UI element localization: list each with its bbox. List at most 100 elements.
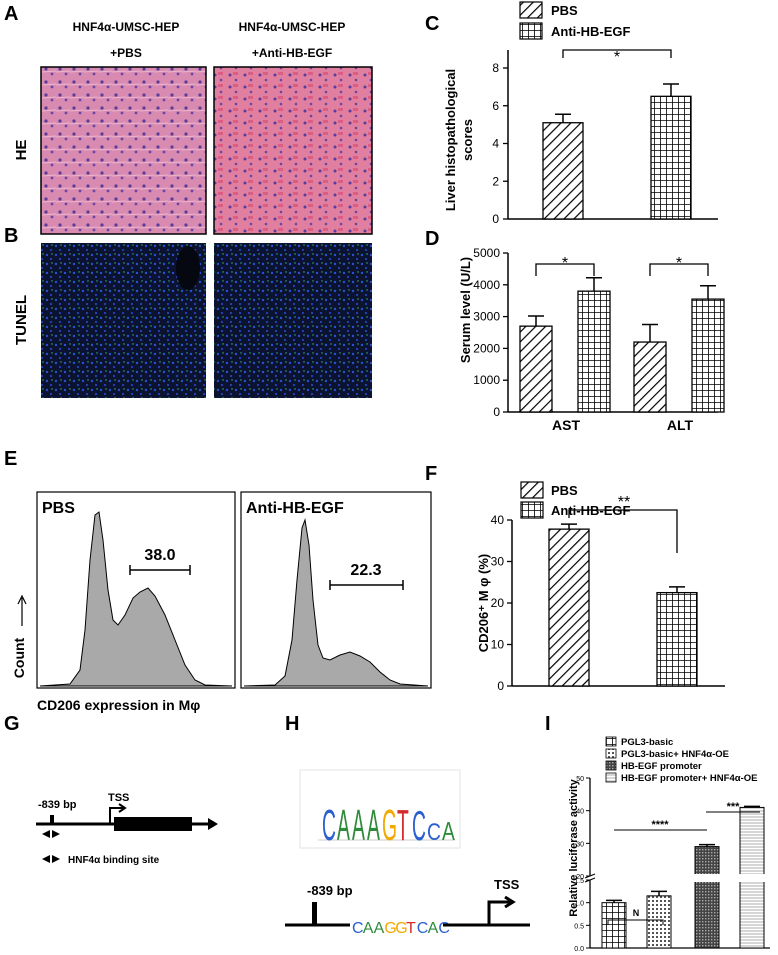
h-motif-letter: T xyxy=(397,801,409,850)
d-error-bar xyxy=(586,277,602,292)
c-ytick-label: 4 xyxy=(492,137,499,151)
f-sig-bracket xyxy=(568,509,678,553)
e-label-pbs: PBS xyxy=(42,500,75,517)
g-primer-arrows xyxy=(42,830,60,838)
i-ytick-label: 0.0 xyxy=(574,946,584,953)
i-bar xyxy=(646,895,672,949)
e-gate-anti xyxy=(329,580,404,590)
d-bar xyxy=(577,290,611,413)
f-legend-swatch-anti xyxy=(520,501,544,519)
f-legend-swatch-pbs xyxy=(520,481,544,499)
col1-title-line2: +PBS xyxy=(110,46,142,60)
c-ytick-label: 2 xyxy=(492,174,499,188)
i-ytick-label: 20 xyxy=(576,874,584,881)
i-sig-ns: N xyxy=(633,908,640,918)
e-label-anti: Anti-HB-EGF xyxy=(246,500,344,517)
c-error-bar xyxy=(555,113,571,123)
i-bar-break-gap xyxy=(739,874,765,882)
f-bar xyxy=(656,591,698,687)
e-gate-pbs xyxy=(129,565,191,575)
f-ytick-label: 10 xyxy=(491,638,505,652)
g-legend-text: HNF4α binding site xyxy=(68,855,160,866)
g-binding-box xyxy=(50,815,54,825)
h-tss-arrow xyxy=(487,895,516,925)
i-sig-bracket-ns xyxy=(607,919,664,925)
d-ylabel: Serum level (U/L) xyxy=(458,257,473,363)
panel-letter-b: B xyxy=(4,225,18,247)
h-binding-box xyxy=(312,902,317,925)
g-tss-label: TSS xyxy=(108,792,129,804)
col1-title-line1: HNF4α-UMSC-HEP xyxy=(73,20,180,34)
col2-title-line2: +Anti-HB-EGF xyxy=(252,46,332,60)
d-sig-star-alt: * xyxy=(676,255,682,272)
h-motif-letter: A xyxy=(442,816,455,846)
c-sig-star: * xyxy=(614,49,620,66)
d-xtick-alt: ALT xyxy=(667,417,694,433)
d-bar xyxy=(633,341,667,413)
d-ytick-label: 0 xyxy=(493,405,500,419)
row-label-tunel: TUNEL xyxy=(13,295,30,345)
tunel-dark-region xyxy=(176,246,200,290)
h-seq-letter: T xyxy=(406,920,416,937)
f-error-bar xyxy=(561,523,577,530)
d-xtick-ast: AST xyxy=(552,417,580,433)
legend-label-anti: Anti-HB-EGF xyxy=(551,24,630,39)
d-ytick-label: 5000 xyxy=(473,246,500,260)
c-ylabel-line1: Liver histopathological xyxy=(443,69,458,211)
f-error-bar xyxy=(669,586,685,593)
panel-letter-d: D xyxy=(425,228,439,250)
i-ytick-label: 40 xyxy=(576,809,584,816)
e-plot-frame-anti xyxy=(240,491,432,689)
i-ytick-label: 1.5 xyxy=(574,878,584,885)
d-error-bar xyxy=(642,323,658,343)
g-tss-arrow xyxy=(109,803,127,824)
d-ytick-label: 3000 xyxy=(473,310,500,324)
i-legend-label: HB-EGF promoter xyxy=(621,761,702,772)
i-legend-label: PGL3-basic xyxy=(621,737,673,748)
panel-letter-c: C xyxy=(425,13,439,35)
panel-a: HNF4α-UMSC-HEP +PBS HNF4α-UMSC-HEP +Anti… xyxy=(13,20,373,235)
f-ytick-label: 30 xyxy=(491,555,505,569)
panel-g-diagram: -839 bp TSS HNF4α binding site xyxy=(36,792,218,866)
h-motif-letter: G xyxy=(382,801,397,850)
i-legend-swatch xyxy=(605,760,617,771)
panel-letter-g: G xyxy=(4,713,20,735)
g-gene-body xyxy=(114,817,192,831)
tunel-image-anti xyxy=(214,243,372,398)
d-bar xyxy=(519,325,553,413)
i-legend-swatch xyxy=(605,736,617,747)
panel-b: TUNEL xyxy=(13,243,372,398)
i-legend-swatch xyxy=(605,772,617,783)
g-legend-arrows xyxy=(42,855,60,863)
i-sig-4star: **** xyxy=(651,819,669,831)
f-legend-label-pbs: PBS xyxy=(551,483,578,498)
legend-swatch-pbs xyxy=(519,1,543,19)
h-motif-letter: C xyxy=(322,801,336,850)
d-sig-star-ast: * xyxy=(562,255,568,272)
panel-letter-a: A xyxy=(4,3,18,25)
i-ytick-label: 1.0 xyxy=(574,901,584,908)
legend-label-pbs: PBS xyxy=(551,3,578,18)
h-logo-frame xyxy=(299,769,461,849)
i-legend-label: PGL3-basic+ HNF4α-OE xyxy=(621,749,729,760)
i-bar-break-gap xyxy=(694,874,720,882)
panel-c-chart: PBS Anti-HB-EGF Liver histopathological … xyxy=(443,1,718,226)
he-image-pbs xyxy=(40,66,207,235)
c-ytick-label: 0 xyxy=(492,212,499,226)
d-ytick-label: 4000 xyxy=(473,278,500,292)
d-sig-bracket-ast xyxy=(535,263,595,276)
c-bar xyxy=(650,95,692,220)
i-ytick-label: 0.5 xyxy=(574,923,584,930)
g-bp-label: -839 bp xyxy=(38,799,77,811)
f-ytick-label: 0 xyxy=(497,679,504,693)
e-ylabel: Count xyxy=(11,637,27,678)
e-gate-value-pbs: 38.0 xyxy=(144,547,175,564)
e-histogram-pbs xyxy=(39,511,233,687)
f-ytick-label: 20 xyxy=(491,596,505,610)
panel-d-chart: Serum level (U/L) 010002000300040005000 … xyxy=(458,246,725,433)
c-sig-bracket xyxy=(562,49,672,58)
d-error-bar xyxy=(700,285,716,300)
legend-swatch-anti xyxy=(519,22,543,40)
